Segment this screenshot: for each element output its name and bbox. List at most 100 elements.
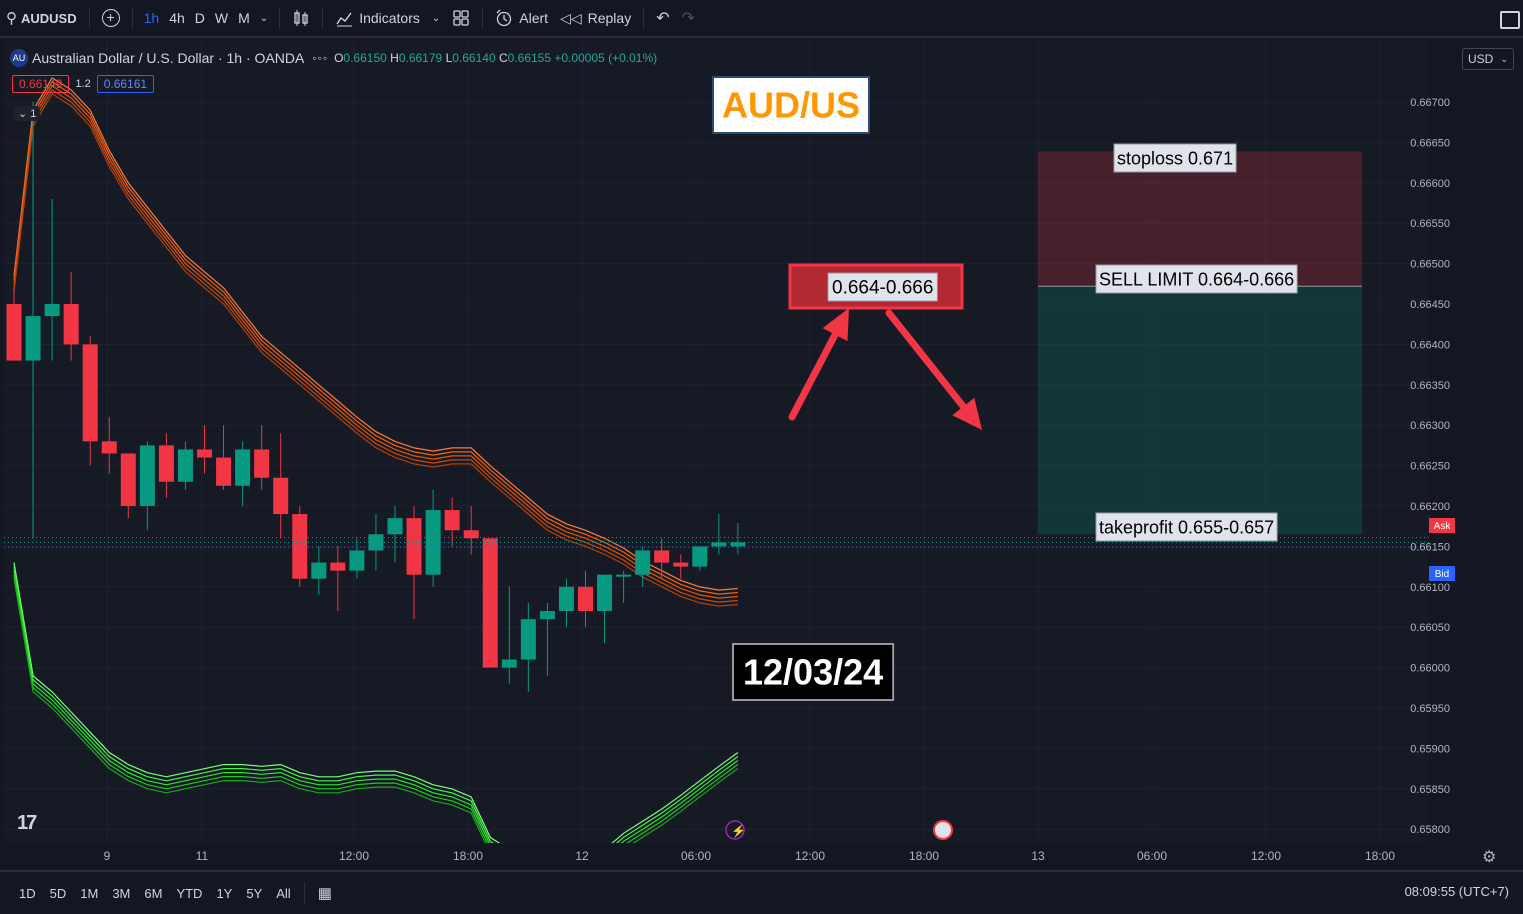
sell-button[interactable]: 0.66149 — [12, 75, 70, 93]
sell-limit-label: SELL LIMIT 0.664-0.666 — [1095, 264, 1298, 294]
chart-legend: AU Australian Dollar / U.S. Dollar · 1h … — [10, 46, 657, 70]
price-tick-label: 0.66600 — [1410, 178, 1450, 190]
candle-body — [101, 441, 117, 454]
price-tag-text: Bid — [1435, 569, 1449, 580]
undo-button[interactable]: ↶ — [650, 0, 675, 37]
candle-body — [25, 316, 41, 361]
lower-band — [13, 562, 739, 877]
clock: 08:09:55 (UTC+7) — [1404, 884, 1509, 899]
range-all[interactable]: All — [276, 885, 291, 901]
candle-body — [197, 449, 212, 458]
candle-body — [330, 562, 346, 571]
tf-m[interactable]: M — [238, 10, 250, 26]
layouts-button[interactable] — [446, 0, 476, 37]
price-tick-label: 0.66250 — [1410, 461, 1450, 473]
grid-icon — [453, 10, 469, 26]
takeprofit-label-box — [1095, 512, 1278, 542]
legend-title[interactable]: Australian Dollar / U.S. Dollar · 1h · O… — [32, 50, 305, 66]
time-tick-label: 18:00 — [452, 849, 484, 863]
price-badge: 0.66161Ask — [1429, 518, 1517, 535]
alarm-clock-icon — [496, 9, 512, 27]
price-tag-text: Ask — [1434, 521, 1452, 532]
candle-body — [292, 514, 308, 579]
fullscreen-icon[interactable] — [1500, 11, 1520, 29]
candle-body — [558, 586, 574, 612]
tf-w[interactable]: W — [214, 10, 229, 26]
grid-lines — [4, 40, 1429, 843]
chart-canvas[interactable]: AUD/US stoploss 0.671 SELL LIMIT 0.664-0.6… — [4, 40, 1517, 877]
candle-body — [597, 574, 613, 612]
takeprofit-zone — [1038, 286, 1362, 535]
candle-body — [368, 534, 384, 551]
price-badge: 0.66149Bid — [1429, 566, 1517, 583]
range-5y[interactable]: 5Y — [246, 885, 263, 901]
candle-body — [311, 562, 327, 579]
calendar-icon[interactable]: ▦ — [317, 885, 332, 902]
currency-button[interactable]: USD ⌄ — [1462, 48, 1514, 70]
candle-body — [139, 445, 155, 506]
title-annotation: AUD/US — [712, 76, 871, 134]
range-1d[interactable]: 1D — [19, 885, 36, 901]
more-icon[interactable]: ◦◦◦ — [312, 51, 329, 65]
candle-body — [44, 304, 60, 317]
range-ytd[interactable]: YTD — [176, 885, 203, 901]
price-tick-label: 0.66350 — [1410, 380, 1450, 392]
price-tick-label: 0.66500 — [1410, 259, 1450, 271]
title-annotation-box — [712, 76, 871, 134]
candle-body — [463, 530, 479, 539]
stoploss-label-text: stoploss 0.671 — [1117, 148, 1233, 168]
symbol-search[interactable]: ⚲ AUDUSD — [0, 0, 83, 37]
range-1m[interactable]: 1M — [80, 885, 99, 901]
buy-button[interactable]: 0.66161 — [96, 75, 155, 93]
lightning-glyph: ⚡ — [731, 824, 746, 838]
price-tick-label: 0.66200 — [1410, 501, 1450, 513]
takeprofit-label-text: takeprofit 0.655-0.657 — [1099, 517, 1274, 537]
time-tick-label: 06:00 — [680, 849, 712, 863]
candle-body — [539, 611, 555, 620]
compare-button[interactable]: + — [96, 0, 126, 37]
date-annotation-box — [732, 643, 895, 701]
range-1y[interactable]: 1Y — [216, 885, 233, 901]
range-6m[interactable]: 6M — [144, 885, 163, 901]
candle-body — [387, 518, 403, 535]
upper-band — [13, 76, 738, 607]
tf-4h[interactable]: 4h — [169, 10, 185, 26]
price-tag-bg — [1429, 566, 1455, 581]
replay-label: Replay — [587, 10, 632, 26]
chart-type-button[interactable] — [286, 0, 316, 37]
divider — [322, 7, 324, 29]
candle-body — [692, 546, 708, 567]
price-tick-label: 0.66650 — [1410, 137, 1450, 149]
zone-label-text: 0.664-0.666 — [832, 278, 933, 299]
candle-body — [273, 477, 289, 515]
settings-icon[interactable]: ⚙ — [1482, 849, 1497, 866]
time-tick-label: 12:00 — [794, 849, 826, 863]
lightning-icon — [725, 820, 745, 840]
alert-button[interactable]: Alert — [489, 0, 554, 37]
tf-1h[interactable]: 1h — [143, 10, 160, 26]
collapse-legend-button[interactable]: ⌄ 1 — [14, 106, 41, 121]
chart-pane[interactable]: AUD/US stoploss 0.671 SELL LIMIT 0.664-0.6… — [4, 40, 1517, 877]
replay-button[interactable]: ◁◁ Replay — [554, 0, 637, 37]
candle-body — [578, 586, 593, 612]
divider — [88, 7, 90, 29]
top-toolbar: ⚲ AUDUSD + 1h 4h D W M ⌄ Indicators ⌄ Al… — [0, 0, 1523, 38]
up-arrow-head — [822, 308, 849, 342]
range-5d[interactable]: 5D — [49, 885, 67, 901]
candle-body — [177, 449, 193, 482]
upper-band-line — [13, 92, 738, 607]
ohlc-values: O0.66150 H0.66179 L0.66140 C0.66155 +0.0… — [334, 51, 658, 65]
indicators-button[interactable]: Indicators ⌄ — [329, 0, 446, 37]
price-tick-label: 0.66100 — [1410, 582, 1450, 594]
price-tick-label: 0.66700 — [1410, 97, 1450, 109]
redo-button[interactable]: ↷ — [676, 0, 701, 37]
tf-d[interactable]: D — [194, 10, 205, 26]
chevron-down-icon[interactable]: ⌄ — [259, 12, 269, 24]
candle-body — [501, 659, 517, 668]
title-annotation-text: AUD/US — [722, 85, 860, 126]
symbol-label: AUDUSD — [21, 10, 77, 26]
range-3m[interactable]: 3M — [112, 885, 131, 901]
candle-body — [216, 457, 232, 486]
candles-icon — [294, 10, 308, 26]
candle-body — [82, 344, 98, 442]
